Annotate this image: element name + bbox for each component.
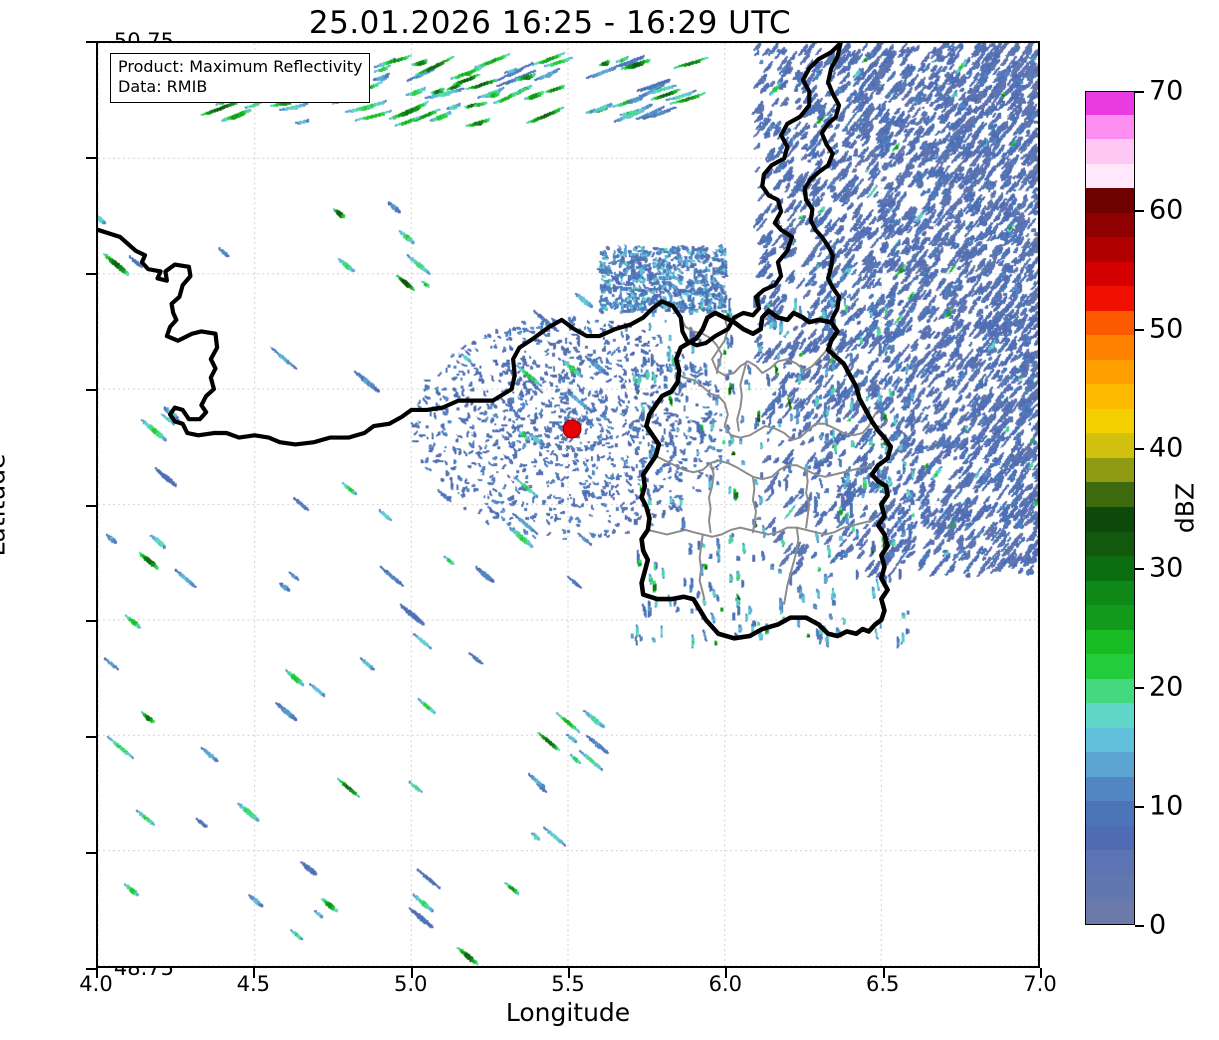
border-path	[708, 461, 715, 534]
y-tick-mark	[86, 504, 96, 507]
x-tick-mark	[96, 968, 98, 978]
border-path	[639, 308, 894, 641]
colorbar-band	[1086, 359, 1134, 385]
colorbar-band	[1086, 727, 1134, 753]
border-path	[698, 533, 706, 601]
colorbar-band	[1086, 506, 1134, 532]
border-path	[98, 43, 843, 447]
y-tick-mark	[86, 41, 96, 43]
y-tick-mark	[86, 736, 96, 739]
border-path	[654, 455, 873, 481]
y-tick-mark	[86, 156, 96, 159]
y-tick-mark	[86, 968, 96, 970]
colorbar-tick-mark	[1135, 91, 1144, 93]
x-axis-label: Longitude	[505, 998, 631, 1027]
border-path	[802, 43, 843, 325]
colorbar-band	[1086, 113, 1134, 140]
colorbar-band	[1086, 261, 1134, 287]
x-tick-mark	[725, 968, 728, 978]
colorbar-band	[1086, 800, 1134, 826]
colorbar-band	[1086, 457, 1134, 483]
product-annotation-box: Product: Maximum Reflectivity Data: RMIB	[110, 53, 371, 103]
colorbar-band	[1086, 530, 1134, 557]
colorbar-band	[1086, 432, 1134, 458]
x-tick-mark	[882, 968, 885, 978]
colorbar-tick-mark	[1135, 805, 1144, 808]
x-tick-mark	[410, 968, 413, 978]
border-path	[675, 371, 870, 441]
colorbar-gradient	[1085, 91, 1135, 925]
colorbar-tick-label: 20	[1149, 671, 1184, 703]
colorbar-tick-mark	[1135, 448, 1144, 451]
colorbar-tick-mark	[1135, 210, 1144, 213]
colorbar-band	[1086, 92, 1134, 115]
colorbar-band	[1086, 628, 1134, 655]
colorbar-tick-label: 60	[1149, 194, 1184, 226]
radar-site-marker[interactable]	[562, 419, 582, 439]
y-tick-mark	[86, 272, 96, 275]
y-tick-mark	[86, 620, 96, 623]
colorbar-tick-mark	[1135, 686, 1144, 689]
annotation-data-line: Data: RMIB	[118, 77, 208, 97]
annotation-product-line: Product: Maximum Reflectivity	[118, 57, 363, 76]
colorbar-band	[1086, 898, 1134, 924]
colorbar-band	[1086, 874, 1134, 900]
colorbar-band	[1086, 138, 1134, 164]
colorbar-tick-label: 70	[1149, 75, 1184, 107]
x-tick-mark	[253, 968, 256, 978]
border-path	[783, 526, 800, 605]
map-borders-layer	[98, 43, 894, 641]
colorbar-band	[1086, 383, 1134, 409]
colorbar-band	[1086, 849, 1134, 875]
colorbar-band	[1086, 187, 1134, 213]
colorbar-band	[1086, 555, 1134, 581]
map-plot-area[interactable]	[96, 41, 1040, 968]
colorbar-band	[1086, 236, 1134, 262]
border-path	[805, 468, 811, 529]
y-axis-label: Latitude	[0, 453, 11, 557]
colorbar[interactable]: 0 10 20 30 40 50 60 70	[1085, 76, 1183, 941]
colorbar-band	[1086, 678, 1134, 704]
colorbar-tick-label: 10	[1149, 790, 1184, 822]
colorbar-band	[1086, 653, 1134, 679]
figure-title: 25.01.2026 16:25 - 16:29 UTC	[308, 5, 792, 41]
colorbar-band	[1086, 751, 1134, 777]
y-tick-mark	[86, 388, 96, 391]
colorbar-band	[1086, 825, 1134, 851]
colorbar-tick-label: 40	[1149, 432, 1184, 464]
colorbar-tick-mark	[1135, 329, 1144, 332]
colorbar-band	[1086, 604, 1134, 630]
colorbar-band	[1086, 334, 1134, 360]
colorbar-band	[1086, 162, 1134, 189]
border-path	[736, 360, 748, 432]
colorbar-band	[1086, 310, 1134, 336]
colorbar-title: dBZ	[1170, 482, 1200, 534]
colorbar-tick-label: 50	[1149, 313, 1184, 345]
colorbar-band	[1086, 702, 1134, 728]
y-tick-mark	[86, 852, 96, 855]
border-path	[751, 475, 757, 534]
border-path	[711, 316, 831, 377]
colorbar-band	[1086, 481, 1134, 507]
colorbar-band	[1086, 285, 1134, 311]
colorbar-tick-label: 30	[1149, 552, 1184, 584]
colorbar-band	[1086, 211, 1134, 238]
colorbar-tick-mark	[1135, 567, 1144, 570]
colorbar-band	[1086, 776, 1134, 802]
colorbar-band	[1086, 408, 1134, 434]
colorbar-tick-mark	[1135, 925, 1144, 927]
colorbar-tick-label: 0	[1149, 909, 1167, 941]
x-tick-mark	[1040, 968, 1042, 978]
border-path	[646, 519, 873, 538]
colorbar-band	[1086, 579, 1134, 606]
x-tick-mark	[568, 968, 570, 978]
